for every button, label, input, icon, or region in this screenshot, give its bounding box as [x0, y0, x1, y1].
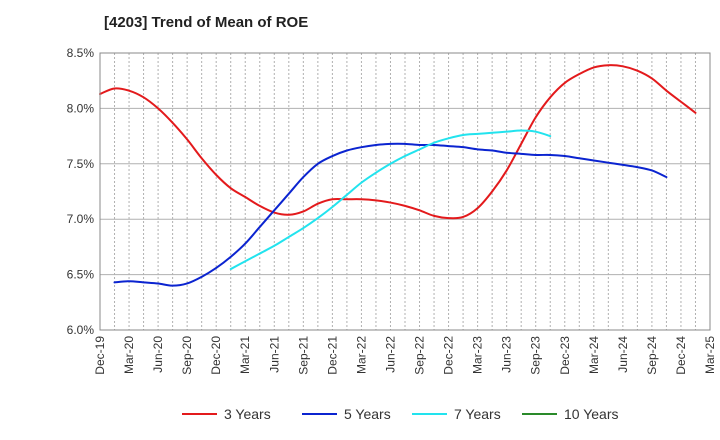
- x-tick-label: Sep-20: [180, 336, 194, 375]
- y-tick-label: 7.5%: [67, 157, 95, 171]
- x-tick-label: Mar-20: [122, 336, 136, 374]
- series-lines: [99, 64, 697, 287]
- x-tick-label: Dec-20: [209, 336, 223, 375]
- legend-label-10-years: 10 Years: [564, 406, 619, 422]
- x-tick-label: Sep-24: [645, 336, 659, 375]
- x-tick-label: Mar-22: [354, 336, 368, 374]
- legend-label-7-years: 7 Years: [454, 406, 501, 422]
- x-tick-label: Jun-20: [151, 336, 165, 373]
- x-tick-label: Mar-24: [587, 336, 601, 374]
- legend-label-5-years: 5 Years: [344, 406, 391, 422]
- plot-area-border: [99, 52, 711, 331]
- x-tick-label: Jun-21: [267, 336, 281, 373]
- legend: 3 Years 5 Years 7 Years 10 Years: [182, 406, 619, 422]
- legend-label-3-years: 3 Years: [224, 406, 271, 422]
- x-tick-label: Jun-23: [500, 336, 514, 373]
- x-tick-label: Dec-19: [93, 336, 107, 375]
- y-tick-label: 8.5%: [67, 46, 95, 60]
- y-tick-label: 6.0%: [67, 323, 95, 337]
- plot-area-background: [100, 53, 710, 330]
- x-tick-label: Sep-23: [529, 336, 543, 375]
- x-tick-label: Mar-25: [703, 336, 717, 374]
- x-tick-label: Dec-23: [558, 336, 572, 375]
- series-line-3-years: [99, 64, 697, 220]
- chart-title: [4203] Trend of Mean of ROE: [104, 14, 309, 31]
- x-axis: Dec-19 Mar-20 Jun-20 Sep-20 Dec-20 Mar-21 Jun-…: [93, 336, 717, 375]
- x-tick-label: Dec-22: [442, 336, 456, 375]
- x-tick-label: Dec-24: [674, 336, 688, 375]
- x-tick-label: Mar-23: [471, 336, 485, 374]
- x-tick-label: Sep-22: [413, 336, 427, 375]
- x-tick-label: Sep-21: [296, 336, 310, 375]
- x-tick-label: Mar-21: [238, 336, 252, 374]
- y-axis: 6.0% 6.5% 7.0% 7.5% 8.0% 8.5%: [67, 46, 95, 337]
- series-line-7-years: [229, 129, 552, 271]
- series-line-5-years: [113, 142, 668, 287]
- y-tick-label: 7.0%: [67, 212, 95, 226]
- y-tick-label: 8.0%: [67, 101, 95, 115]
- y-tick-label: 6.5%: [67, 268, 95, 282]
- x-tick-label: Jun-24: [616, 336, 630, 373]
- x-tick-label: Dec-21: [325, 336, 339, 375]
- x-tick-label: Jun-22: [383, 336, 397, 373]
